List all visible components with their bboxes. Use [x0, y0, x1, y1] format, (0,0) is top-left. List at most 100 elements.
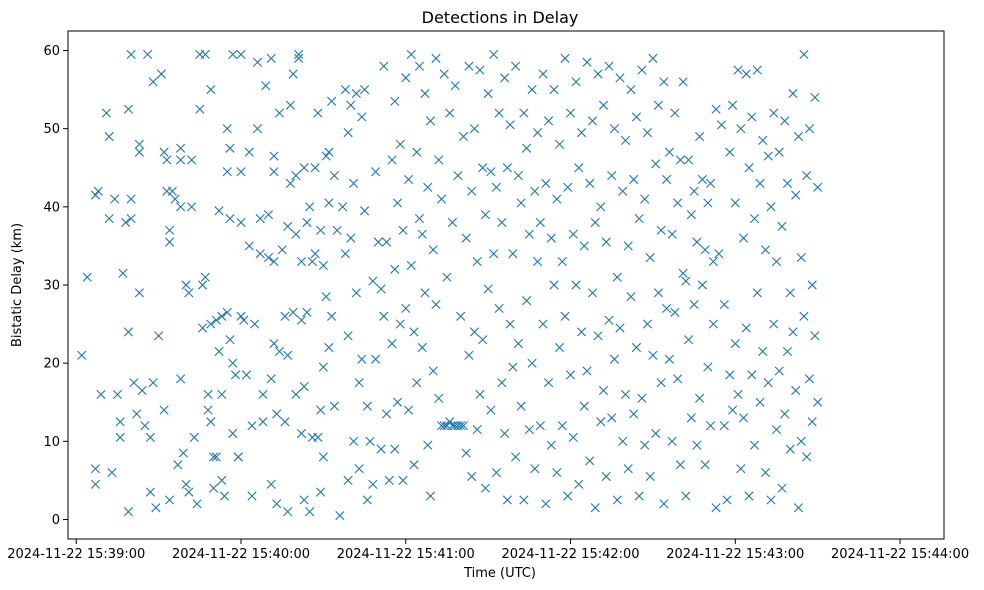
data-point	[310, 163, 320, 173]
data-point	[458, 421, 469, 431]
data-point	[233, 452, 243, 462]
data-point	[241, 370, 252, 380]
data-point	[126, 49, 136, 60]
data-point	[368, 479, 378, 489]
data-point	[535, 217, 545, 228]
data-point	[744, 491, 754, 501]
data-point	[255, 213, 265, 224]
data-point	[434, 393, 444, 403]
data-point	[598, 100, 609, 110]
data-point	[538, 69, 548, 79]
data-point	[96, 389, 106, 400]
data-point	[749, 440, 760, 450]
data-point	[357, 112, 367, 122]
data-point	[522, 296, 532, 306]
data-point	[428, 245, 438, 255]
data-point	[708, 319, 718, 329]
data-point	[793, 131, 804, 142]
data-point	[571, 77, 581, 87]
data-point	[338, 202, 348, 212]
data-point	[472, 424, 482, 435]
data-point	[609, 124, 620, 134]
data-point	[236, 49, 246, 60]
data-point	[467, 471, 477, 482]
data-point	[560, 311, 570, 321]
data-point	[349, 178, 359, 188]
data-point	[145, 432, 155, 442]
data-point	[719, 299, 729, 310]
data-point	[579, 401, 589, 411]
data-point	[747, 370, 757, 380]
data-point	[299, 495, 309, 505]
data-point	[560, 53, 570, 63]
data-point	[662, 303, 672, 314]
data-point	[686, 210, 696, 220]
data-point	[733, 389, 743, 400]
data-point	[758, 346, 768, 357]
data-point	[327, 96, 337, 106]
data-point	[104, 213, 114, 224]
data-point	[725, 370, 735, 380]
data-point	[634, 491, 644, 501]
data-point	[266, 374, 276, 384]
data-point	[522, 143, 532, 153]
data-point	[313, 108, 323, 118]
data-point	[126, 194, 136, 204]
data-point	[670, 108, 680, 118]
data-point	[469, 327, 480, 337]
y-axis: 0 10 20 30 40 50 60	[43, 44, 68, 528]
data-point	[700, 460, 710, 470]
data-point	[291, 389, 301, 400]
data-point	[211, 452, 221, 462]
data-point	[604, 315, 614, 325]
data-point	[620, 389, 631, 400]
data-point	[543, 116, 554, 126]
data-point	[747, 112, 757, 122]
data-point	[110, 194, 120, 204]
data-point	[516, 401, 526, 411]
data-point	[129, 378, 139, 388]
data-point	[247, 491, 257, 501]
data-point	[90, 479, 101, 489]
data-point	[395, 319, 405, 329]
data-point	[403, 174, 414, 185]
data-point	[263, 210, 274, 220]
data-point	[755, 178, 765, 188]
data-point	[596, 202, 606, 212]
data-point	[395, 139, 405, 149]
data-point	[552, 194, 562, 204]
data-point	[398, 475, 408, 485]
data-point	[176, 143, 186, 153]
data-point	[414, 61, 425, 71]
data-point	[777, 483, 787, 493]
data-point	[788, 327, 798, 337]
data-point	[489, 249, 499, 259]
data-point	[456, 421, 466, 431]
data-point	[392, 198, 403, 208]
data-point	[387, 155, 397, 165]
data-point	[568, 229, 578, 239]
data-point	[659, 499, 669, 509]
data-point	[777, 221, 787, 231]
data-point	[733, 65, 743, 75]
data-point	[272, 499, 282, 509]
data-point	[489, 49, 499, 60]
data-point	[176, 155, 186, 165]
data-point	[381, 409, 392, 419]
data-point	[359, 206, 370, 216]
data-point	[760, 245, 771, 255]
data-point	[467, 186, 477, 196]
data-point	[673, 198, 683, 208]
data-point	[576, 128, 587, 138]
data-point	[758, 135, 768, 146]
data-point	[327, 311, 337, 321]
data-point	[387, 339, 397, 349]
data-point	[771, 256, 782, 267]
data-point	[305, 507, 315, 517]
data-point	[148, 378, 158, 388]
data-point	[101, 108, 112, 118]
data-point	[475, 389, 485, 400]
data-point	[653, 288, 663, 298]
data-point	[681, 491, 691, 501]
data-point	[637, 65, 647, 75]
